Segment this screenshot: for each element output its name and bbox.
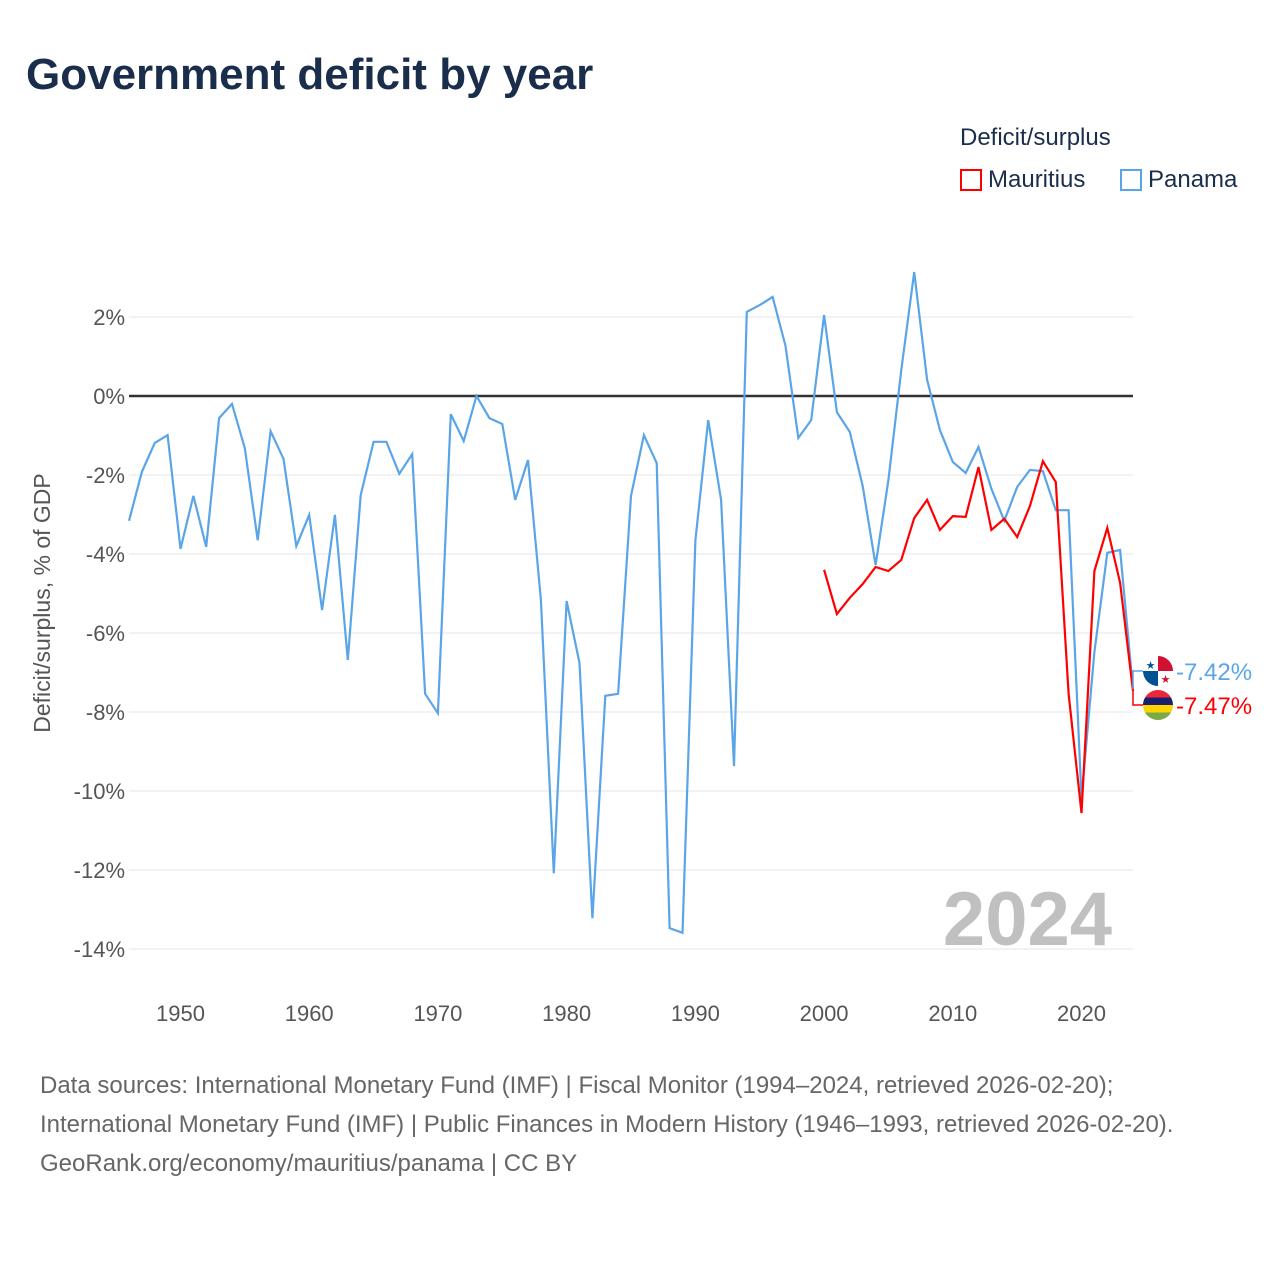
credit-link[interactable]: GeoRank.org/economy/mauritius/panama | C… [40, 1150, 578, 1177]
y-tick-label: -12% [74, 858, 125, 883]
flag-stripe [1143, 712, 1173, 720]
footer: Data sources: International Monetary Fun… [40, 1066, 1240, 1183]
end-value-label-mauritius: -7.47% [1176, 693, 1252, 720]
data-sources: Data sources: International Monetary Fun… [40, 1072, 1174, 1138]
y-tick-label: -10% [74, 779, 125, 804]
legend-item-panama[interactable]: Panama [1120, 166, 1237, 194]
legend-swatch-mauritius [960, 169, 982, 191]
x-tick-label: 1960 [285, 1001, 334, 1026]
series-line-mauritius [823, 458, 1135, 814]
flag-stripe [1143, 697, 1173, 706]
y-tick-label: 2% [93, 305, 125, 330]
legend-title: Deficit/surplus [960, 124, 1111, 151]
x-tick-label: 1980 [542, 1001, 591, 1026]
y-tick-label: -8% [86, 700, 125, 725]
x-tick-label: 1970 [413, 1001, 462, 1026]
x-tick-label: 2020 [1057, 1001, 1106, 1026]
legend-item-mauritius[interactable]: Mauritius [960, 166, 1085, 194]
y-tick-label: -14% [74, 937, 125, 962]
flag-star: ★ [1146, 660, 1156, 672]
flag-stripe [1143, 690, 1173, 698]
legend-swatch-panama [1120, 169, 1142, 191]
y-tick-label: 0% [93, 384, 125, 409]
flag-star: ★ [1161, 674, 1171, 686]
end-connector-panama [1132, 670, 1143, 690]
end-connector-mauritius [1132, 691, 1143, 706]
chart-title: Government deficit by year [26, 50, 594, 99]
series-line-panama [127, 271, 1135, 935]
flag-stripe [1143, 705, 1173, 713]
x-tick-label: 1950 [156, 1001, 205, 1026]
end-value-label-panama: -7.42% [1176, 659, 1252, 686]
flag-part [1158, 656, 1173, 671]
x-tick-label: 2010 [928, 1001, 977, 1026]
plot-area: 2% 0% -2% -4% -6% -8% -10% -12% -14% 1950 1960 1970… [29, 271, 1252, 1026]
x-tick-label: 2000 [800, 1001, 849, 1026]
y-axis-label: Deficit/surplus, % of GDP [29, 473, 55, 732]
panama-flag-icon: ★★ [1143, 656, 1173, 686]
y-tick-label: -6% [86, 621, 125, 646]
y-tick-label: -4% [86, 542, 125, 567]
legend-label-panama: Panama [1148, 166, 1238, 193]
y-tick-label: -2% [86, 463, 125, 488]
flag-part [1143, 671, 1158, 686]
mauritius-flag-icon [1143, 690, 1173, 720]
year-watermark: 2024 [943, 877, 1112, 962]
x-tick-label: 1990 [671, 1001, 720, 1026]
legend-label-mauritius: Mauritius [988, 166, 1086, 193]
